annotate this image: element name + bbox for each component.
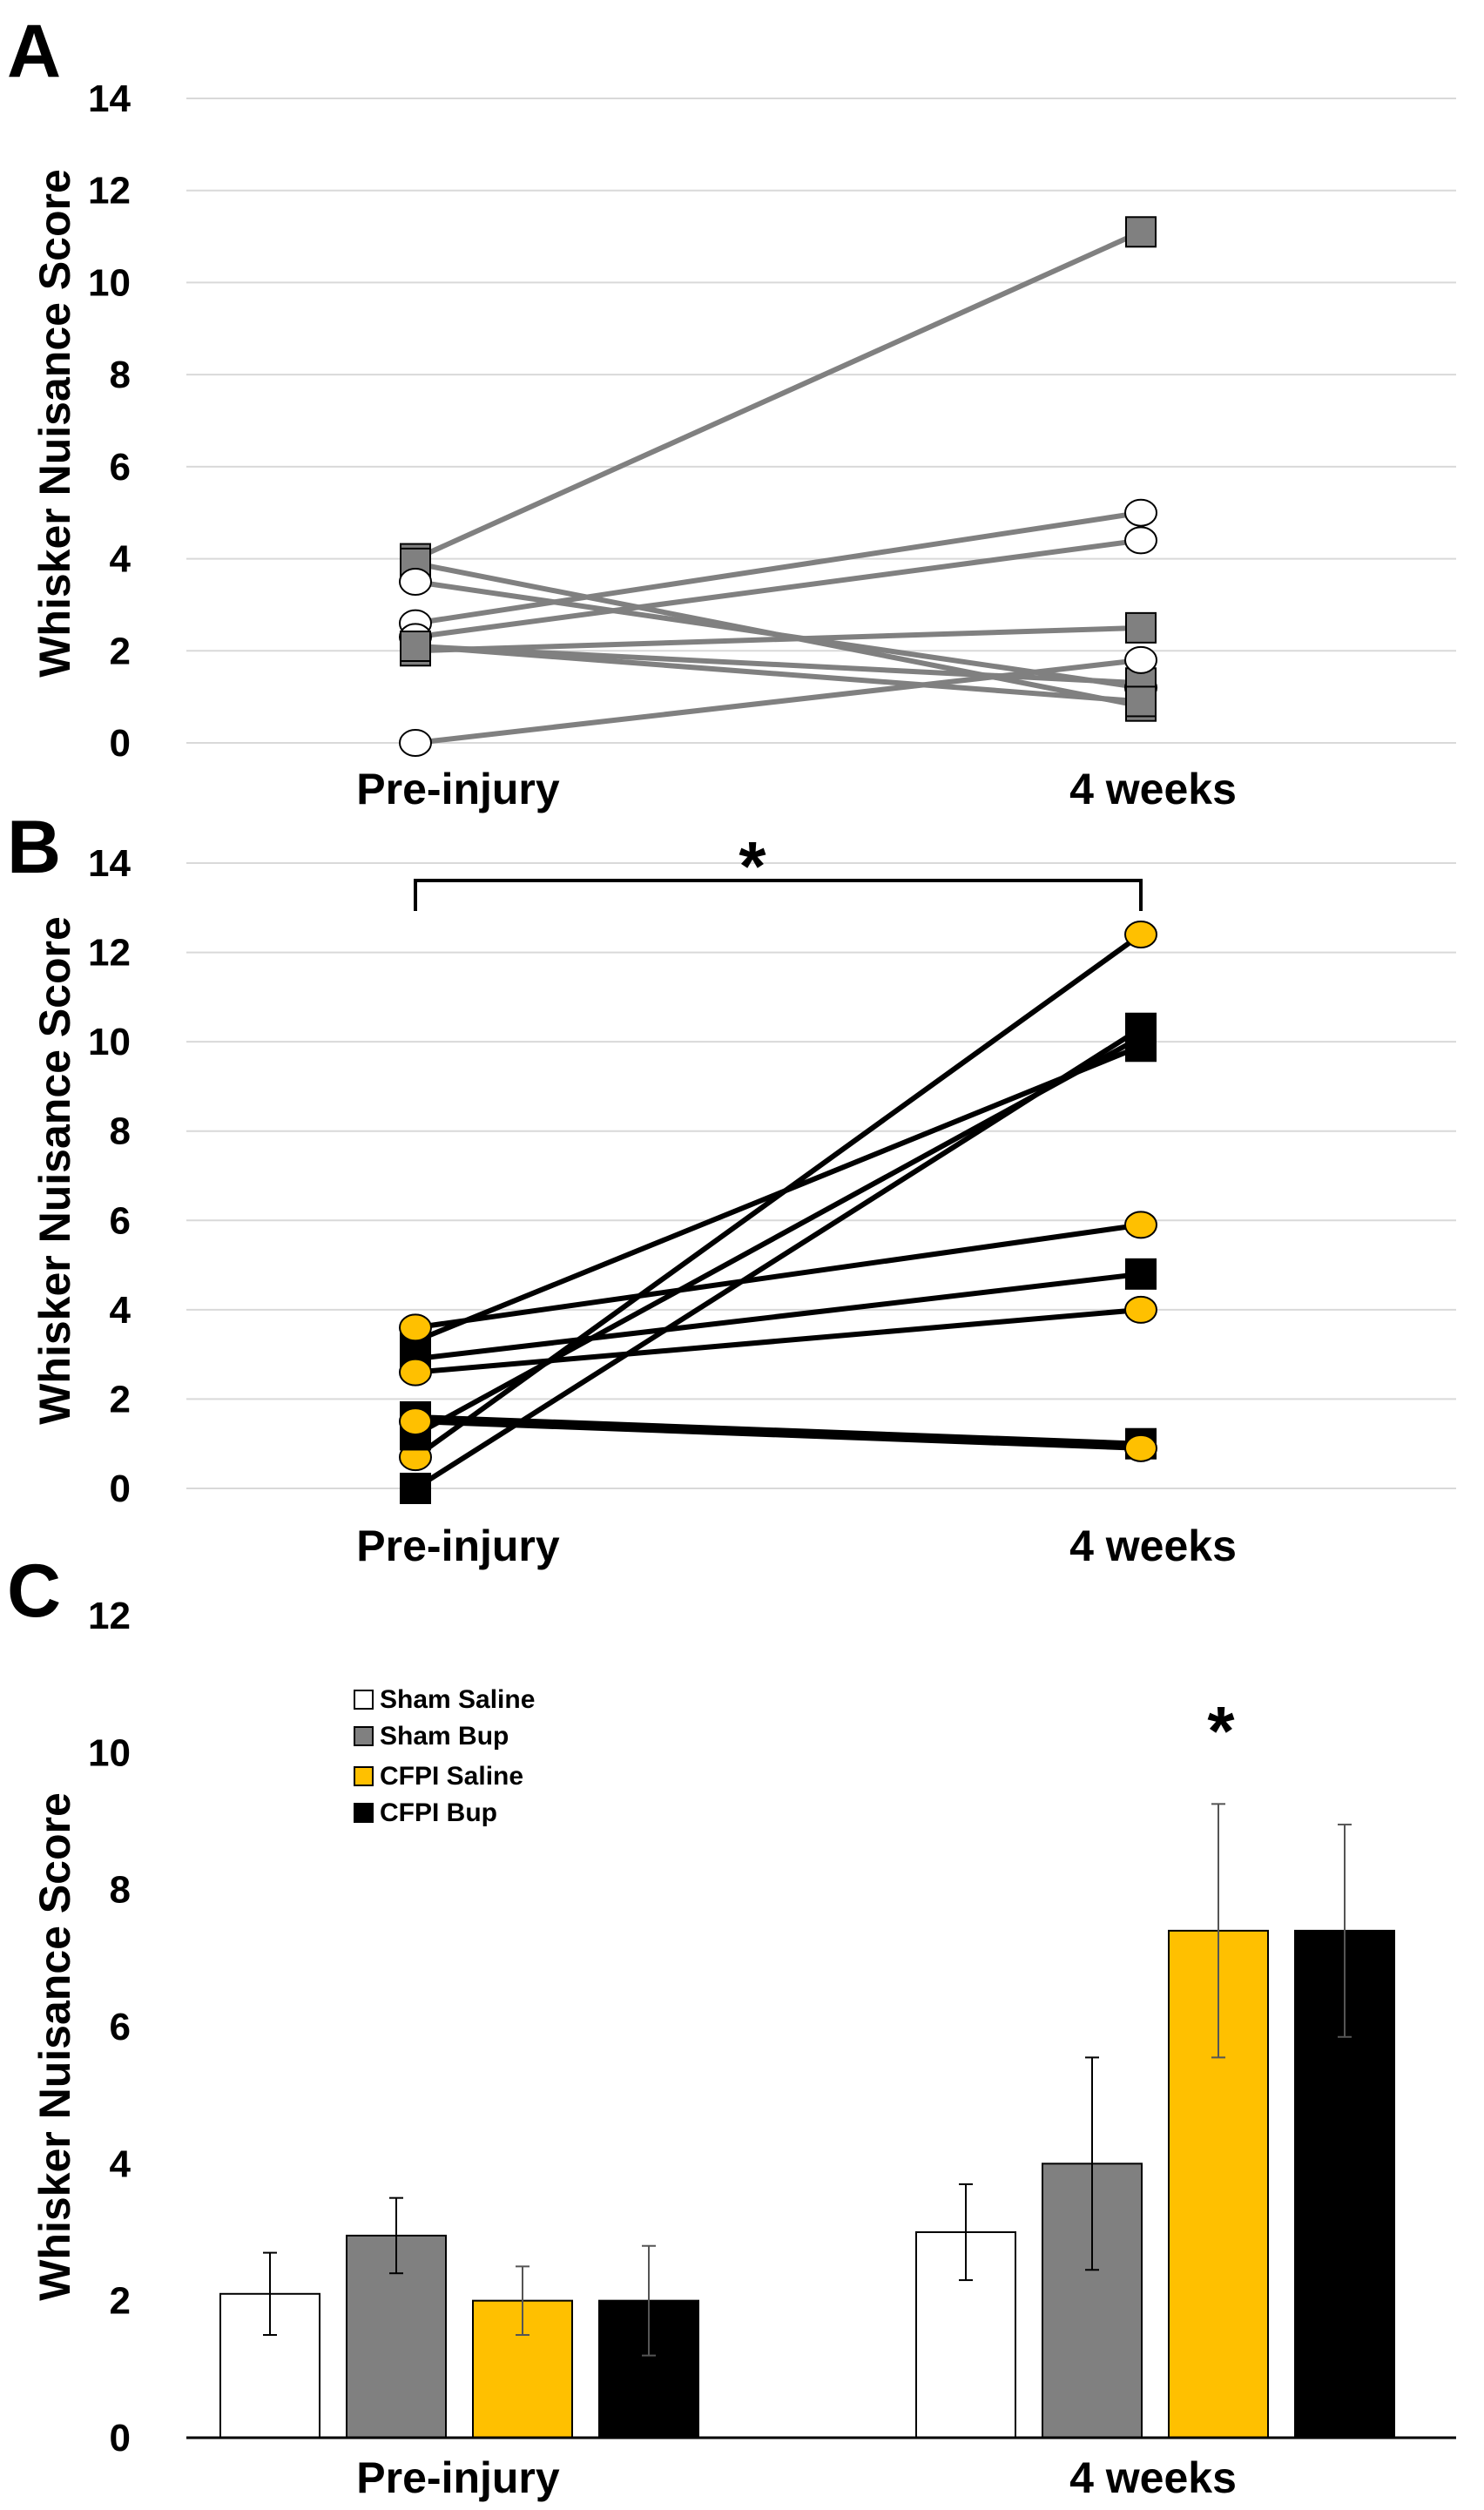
- panel-b-point-2-pre-injury: [400, 1473, 431, 1504]
- panel-a-y-tick-label: 14: [88, 78, 131, 120]
- panel-c-error-bar-cfpi-bup-pre-injury: [642, 2244, 656, 2357]
- panel-c-error-bar-cfpi-saline-4-weeks: [1211, 1803, 1225, 2059]
- panel-a-y-tick-label: 6: [110, 446, 131, 489]
- panel-b-series-line-6: [415, 1271, 1142, 1362]
- panel-a-point-9-4-weeks: [1124, 645, 1157, 674]
- legend-label-cfpi-saline: CFPI Saline: [380, 1762, 523, 1791]
- panel-b: B Whisker Nuisance Score 0 2 4 6 8 10 12 14 * P…: [7, 806, 1456, 1570]
- legend-label-sham-saline: Sham Saline: [380, 1685, 535, 1714]
- panel-a-y-tick-label: 12: [88, 170, 131, 213]
- panel-a-series-line-9: [415, 657, 1142, 746]
- panel-a-x-tick-pre-injury: Pre-injury: [356, 765, 560, 813]
- panel-c-error-bar-cfpi-saline-pre-injury: [516, 2265, 530, 2336]
- panel-a-series-line-7: [415, 644, 1142, 686]
- panel-c-error-bar-sham-bup-pre-injury: [389, 2196, 403, 2275]
- legend-swatch-cfpi-bup: [354, 1803, 374, 1823]
- panel-b-point-6-4-weeks: [1125, 1258, 1157, 1290]
- panel-b-point-4-4-weeks: [1125, 1030, 1157, 1063]
- panel-b-point-5-pre-injury: [399, 1313, 432, 1342]
- panel-b-y-tick-label: 12: [88, 932, 131, 975]
- panel-b-x-tick-4-weeks: 4 weeks: [1069, 1522, 1237, 1570]
- panel-c-x-tick-4-weeks: 4 weeks: [1069, 2453, 1237, 2502]
- panel-b-y-tick-label: 8: [110, 1110, 131, 1153]
- panel-b-series-line-7: [415, 1306, 1142, 1375]
- panel-a-point-8-pre-injury: [400, 631, 431, 662]
- panel-c-y-tick-label: 10: [88, 1731, 131, 1774]
- panel-b-series-line-8: [415, 1414, 1142, 1447]
- panel-c-error-bar-sham-saline-pre-injury: [263, 2251, 277, 2336]
- panel-a-y-tick-label: 10: [88, 261, 131, 304]
- panel-a: A Whisker Nuisance Score 0 2 4 6 8 10 12 14 Pre…: [7, 10, 1456, 813]
- panel-a-series-line-8: [415, 644, 1142, 705]
- panel-a-series-line-4: [415, 624, 1142, 654]
- panel-b-y-tick-label: 10: [88, 1021, 131, 1063]
- panel-a-y-tick-label: 2: [110, 630, 131, 672]
- panel-a-letter: A: [7, 10, 61, 93]
- panel-c-y-tick-label: 2: [110, 2280, 131, 2323]
- panel-b-point-7-4-weeks: [1124, 1295, 1157, 1324]
- panel-a-point-6-pre-injury: [399, 568, 432, 596]
- legend-swatch-sham-bup: [354, 1726, 374, 1746]
- panel-a-series-line-6: [415, 579, 1142, 691]
- panel-a-point-8-4-weeks: [1125, 685, 1157, 718]
- panel-c-y-tick-label: 6: [110, 2006, 131, 2048]
- panel-a-y-tick-label: 0: [110, 722, 131, 765]
- panel-b-y-tick-label: 4: [110, 1289, 132, 1332]
- panel-b-point-5-4-weeks: [1124, 1211, 1157, 1239]
- panel-c-legend: Sham Saline Sham Bup CFPI Saline CFPI Bu…: [354, 1685, 535, 1827]
- panel-c-letter: C: [7, 1549, 61, 1633]
- panel-a-point-3-4-weeks: [1124, 526, 1157, 555]
- panel-a-y-tick-label: 8: [110, 354, 131, 396]
- panel-c-y-tick-label: 4: [110, 2142, 132, 2185]
- panel-b-y-tick-label: 6: [110, 1199, 131, 1242]
- panel-b-x-tick-pre-injury: Pre-injury: [356, 1522, 560, 1570]
- legend-label-sham-bup: Sham Bup: [380, 1722, 509, 1751]
- legend-label-cfpi-bup: CFPI Bup: [380, 1798, 497, 1827]
- panel-c: C Whisker Nuisance Score 0 2 4 6 8 10 12 * Pre…: [7, 1549, 1456, 2502]
- panel-c-y-axis-label: Whisker Nuisance Score: [30, 1792, 79, 2301]
- panel-c-error-bar-sham-saline-4-weeks: [959, 2183, 973, 2282]
- panel-b-y-tick-label: 2: [110, 1378, 131, 1420]
- panel-c-y-tick-label: 8: [110, 1869, 131, 1912]
- panel-b-series-line-3: [414, 1035, 1143, 1438]
- panel-a-series-line-2: [415, 509, 1142, 626]
- panel-b-series-line-4: [414, 1043, 1143, 1344]
- panel-a-y-tick-label: 4: [110, 538, 132, 581]
- panel-c-x-tick-pre-injury: Pre-injury: [356, 2453, 560, 2502]
- panel-b-significance-star: *: [739, 827, 766, 905]
- panel-a-series-line-3: [415, 537, 1142, 640]
- panel-a-point-2-4-weeks: [1124, 498, 1157, 527]
- panel-b-y-tick-label: 14: [88, 842, 131, 885]
- panel-b-series-line-5: [415, 1222, 1142, 1331]
- panel-c-error-bar-sham-bup-4-weeks: [1085, 2056, 1099, 2271]
- panel-a-point-9-pre-injury: [399, 729, 432, 757]
- panel-c-error-bar-cfpi-bup-4-weeks: [1338, 1823, 1352, 2038]
- panel-b-y-tick-label: 0: [110, 1468, 131, 1510]
- panel-b-point-7-pre-injury: [399, 1358, 432, 1387]
- panel-c-significance-star: *: [1207, 1692, 1235, 1770]
- panel-b-significance-bracket: [414, 879, 1143, 911]
- panel-b-point-9-pre-injury: [399, 1407, 432, 1436]
- panel-c-y-tick-label: 0: [110, 2417, 131, 2459]
- panel-b-point-1-4-weeks: [1124, 921, 1157, 949]
- panel-b-letter: B: [7, 806, 61, 889]
- legend-swatch-cfpi-saline: [354, 1766, 374, 1786]
- panel-c-y-tick-label: 12: [88, 1595, 131, 1637]
- panel-a-x-tick-4-weeks: 4 weeks: [1069, 765, 1237, 813]
- panel-a-point-1-4-weeks: [1125, 216, 1157, 248]
- panel-b-series-line-9: [415, 1419, 1142, 1451]
- panel-a-series-line-1: [414, 229, 1143, 562]
- panel-b-point-9-4-weeks: [1124, 1434, 1157, 1462]
- panel-a-y-axis-label: Whisker Nuisance Score: [30, 169, 79, 678]
- panel-a-point-4-4-weeks: [1125, 611, 1157, 644]
- panel-b-y-axis-label: Whisker Nuisance Score: [30, 916, 79, 1425]
- legend-swatch-sham-saline: [354, 1690, 374, 1710]
